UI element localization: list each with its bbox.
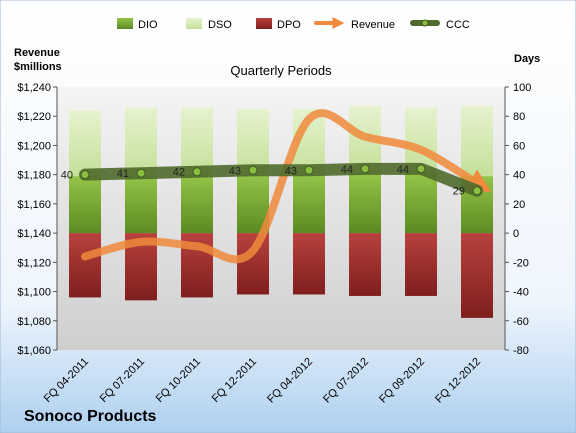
right-axis-tick-label: 100: [513, 82, 531, 94]
ccc-data-label: 29: [453, 186, 465, 198]
plot-title: Quarterly Periods: [230, 63, 332, 78]
left-axis-tick-label: $1,240: [17, 82, 51, 94]
right-axis-tick-label: -20: [513, 257, 529, 269]
legend-label-ccc: CCC: [446, 19, 470, 31]
ccc-data-label: 41: [117, 168, 129, 180]
legend-label-dso: DSO: [208, 19, 232, 31]
left-axis-tick-label: $1,120: [17, 257, 51, 269]
legend-item-dpo: DPO: [256, 18, 301, 31]
right-axis: -80 -60 -40 -20 0 20 40 60 80 100: [504, 82, 531, 357]
ccc-marker: [472, 186, 482, 196]
ccc-data-label: 44: [341, 164, 353, 176]
bar-dpo: [69, 233, 101, 298]
legend-swatch-dpo: [256, 18, 272, 29]
left-axis-tick-label: $1,060: [17, 345, 51, 357]
bar-dpo: [405, 233, 437, 296]
right-axis-tick-label: -40: [513, 287, 529, 299]
legend-item-revenue: Revenue: [314, 17, 395, 31]
legend-label-revenue: Revenue: [351, 19, 395, 31]
ccc-series: 40 41 42 43 43 44 44 29: [61, 162, 483, 198]
bar-dio: [125, 176, 157, 234]
plot-area: [57, 87, 505, 350]
ccc-marker: [80, 170, 90, 180]
left-axis-tick-label: $1,180: [17, 170, 51, 182]
ccc-marker: [304, 165, 314, 175]
right-axis-tick-label: 80: [513, 111, 525, 123]
bar-dso: [405, 107, 437, 174]
bar-dso: [125, 107, 157, 177]
left-axis-title-line2: $millions: [14, 61, 62, 73]
bar-dio: [349, 173, 381, 234]
right-axis-tick-label: 40: [513, 170, 525, 182]
legend: DIO DSO DPO Revenue CCC: [117, 17, 470, 31]
bar-dio: [293, 174, 325, 234]
left-axis-tick-label: $1,220: [17, 111, 51, 123]
right-axis-tick-label: 20: [513, 199, 525, 211]
legend-item-dio: DIO: [117, 18, 158, 31]
ccc-marker: [416, 164, 426, 174]
bar-dpo: [461, 233, 493, 318]
bar-dso: [181, 107, 213, 175]
bar-dpo: [349, 233, 381, 296]
left-axis-tick-label: $1,140: [17, 228, 51, 240]
left-axis-tick-label: $1,080: [17, 316, 51, 328]
right-axis-tick-label: -60: [513, 316, 529, 328]
ccc-marker: [248, 165, 258, 175]
ccc-data-label: 44: [397, 164, 409, 176]
bar-dso: [69, 110, 101, 177]
company-name: Sonoco Products: [24, 408, 157, 425]
legend-swatch-dio: [117, 18, 133, 29]
ccc-marker: [136, 168, 146, 178]
ccc-line: [79, 162, 483, 197]
legend-marker-ccc: [421, 19, 429, 27]
ccc-data-label: 43: [229, 165, 241, 177]
left-axis-tick-label: $1,200: [17, 140, 51, 152]
legend-swatch-dso: [186, 18, 202, 29]
right-axis-tick-label: 60: [513, 140, 525, 152]
ccc-data-label: 42: [173, 167, 185, 179]
legend-label-dpo: DPO: [277, 19, 301, 31]
left-axis: $1,060 $1,080 $1,100 $1,120 $1,140 $1,160 $1,1…: [17, 82, 58, 357]
legend-label-dio: DIO: [138, 19, 158, 31]
legend-item-dso: DSO: [186, 18, 232, 31]
ccc-data-label: 40: [61, 170, 73, 182]
ccc-marker: [360, 164, 370, 174]
legend-item-ccc: CCC: [410, 19, 470, 31]
right-axis-tick-label: 0: [513, 228, 519, 240]
right-axis-title: Days: [514, 53, 540, 65]
bar-dio: [405, 173, 437, 234]
bar-dso: [237, 108, 269, 175]
bar-dso: [461, 105, 493, 177]
bar-dio: [181, 174, 213, 234]
right-axis-tick-label: -80: [513, 345, 529, 357]
bar-dio: [69, 176, 101, 234]
bar-series: [69, 105, 493, 318]
bar-dpo: [293, 233, 325, 295]
left-axis-tick-label: $1,100: [17, 287, 51, 299]
left-axis-title-line1: Revenue: [14, 47, 60, 59]
left-axis-tick-label: $1,160: [17, 199, 51, 211]
ccc-marker: [192, 167, 202, 177]
ccc-data-label: 43: [285, 165, 297, 177]
bar-dpo: [237, 233, 269, 295]
